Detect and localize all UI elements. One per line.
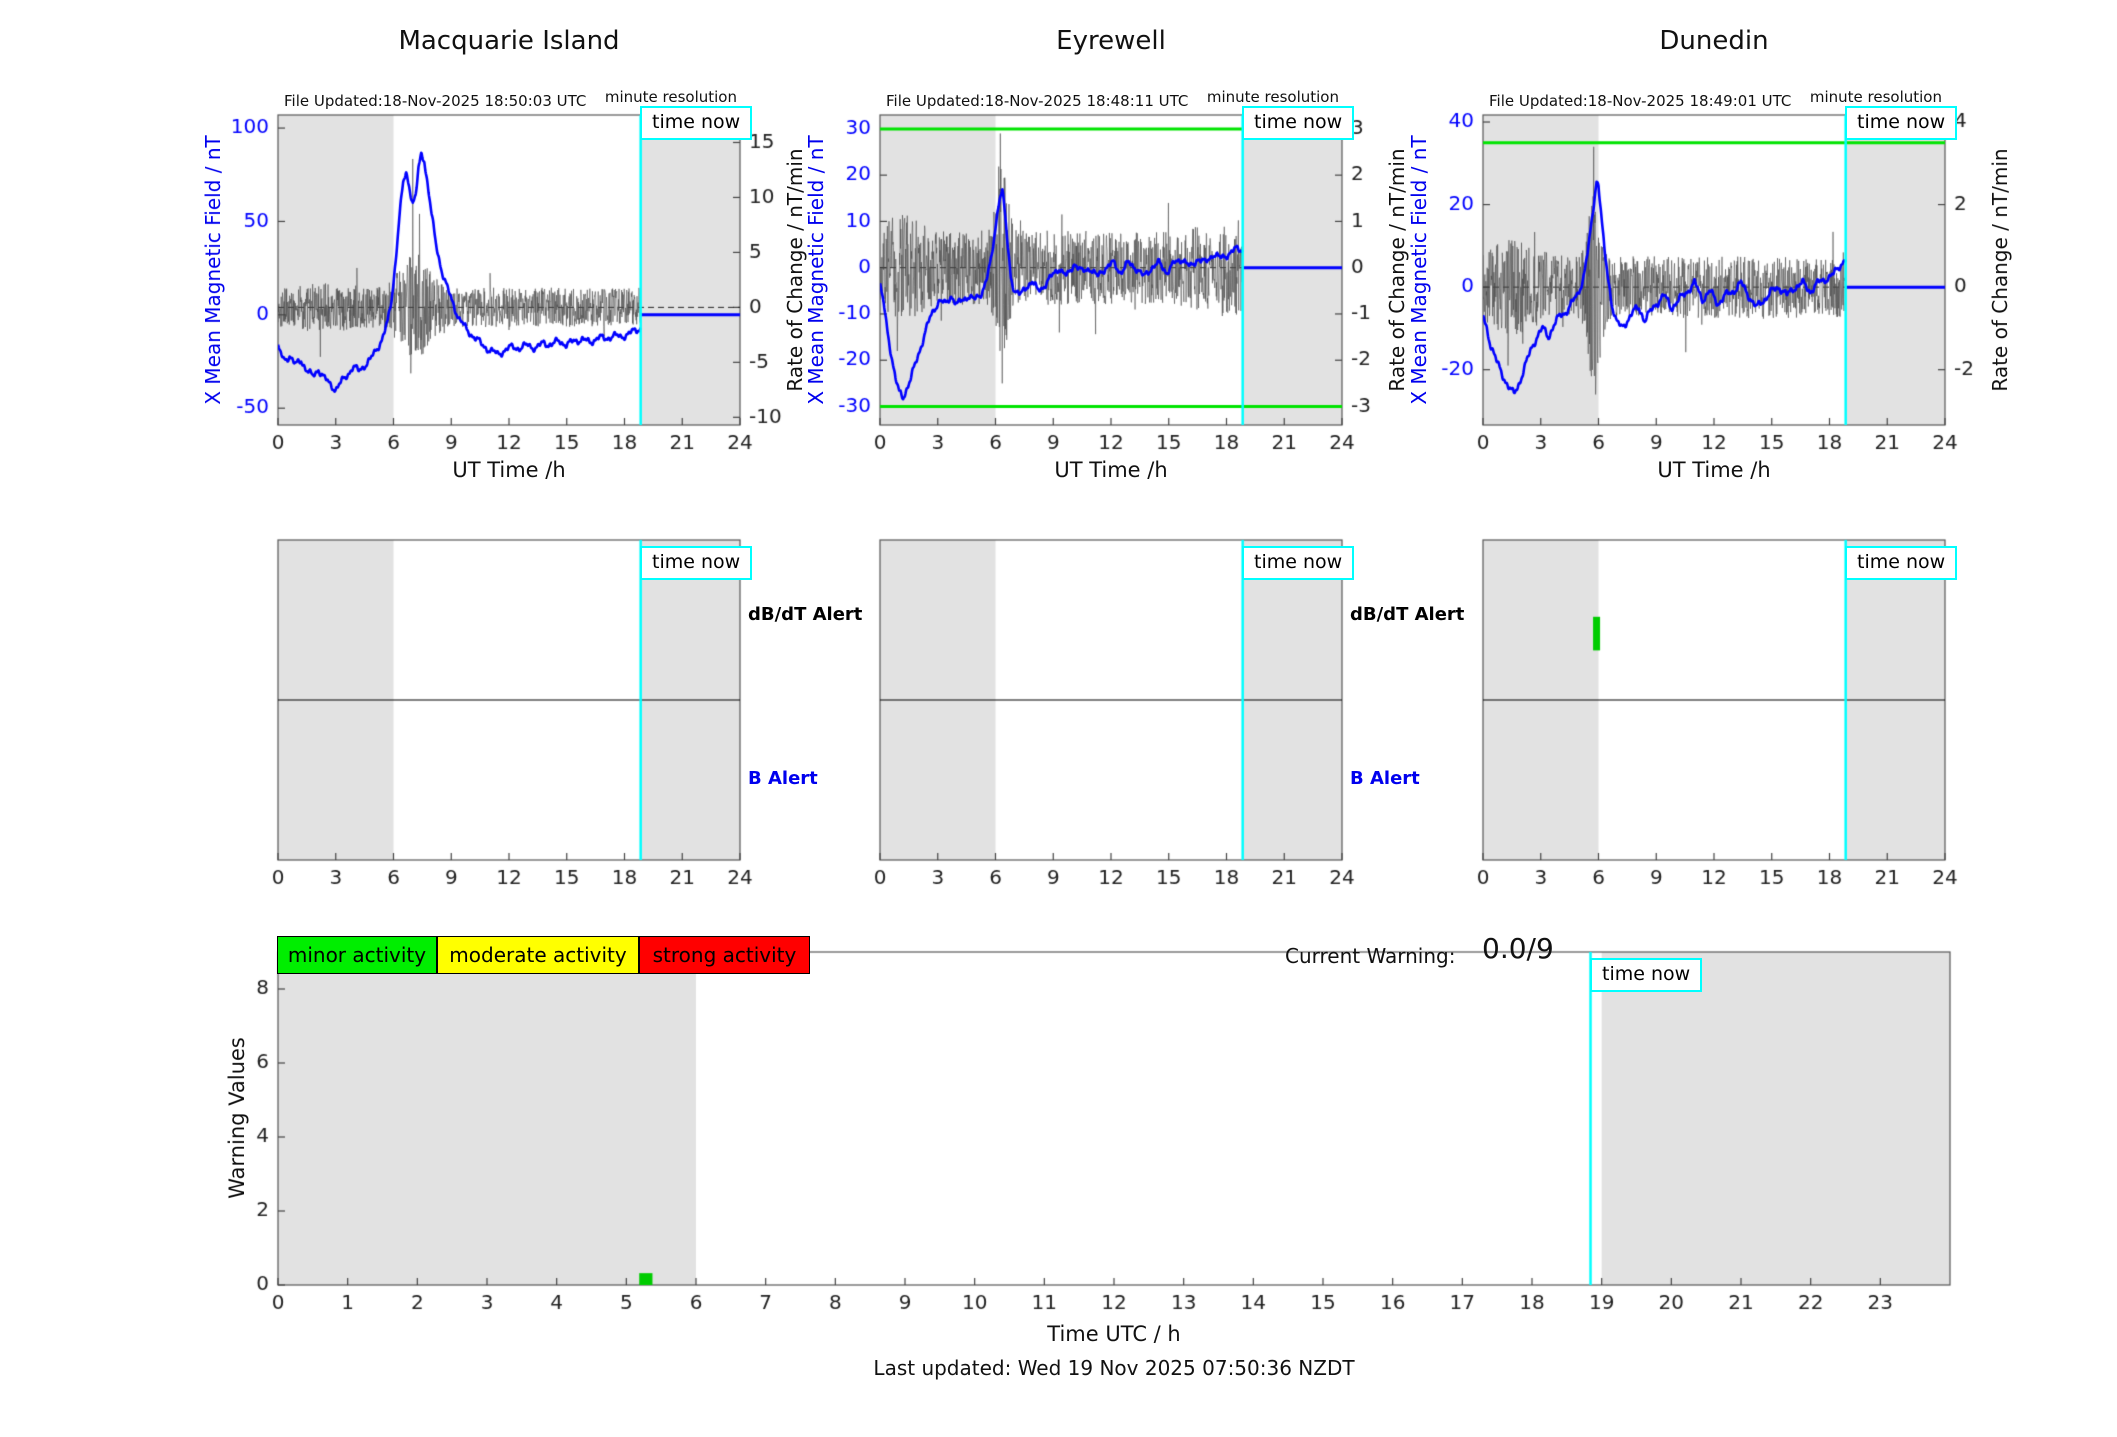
minute-resolution-label: minute resolution xyxy=(1206,88,1339,106)
station-title-macquarie: Macquarie Island xyxy=(398,26,620,56)
minute-resolution-label: minute resolution xyxy=(604,88,737,106)
rate-of-change-axis-label: Rate of Change / nT/min xyxy=(1988,148,2012,392)
time-now-annotation: time now xyxy=(1242,106,1355,140)
current-warning-value: 0.0/9 xyxy=(1482,932,1554,965)
x-mean-field-axis-label: X Mean Magnetic Field / nT xyxy=(804,135,828,405)
x-mean-field-axis-label: X Mean Magnetic Field / nT xyxy=(201,135,225,405)
file-updated-text: File Updated:18-Nov-2025 18:50:03 UTC xyxy=(284,92,587,110)
ut-time-axis-label: UT Time /h xyxy=(1054,458,1168,482)
b-alert-label: B Alert xyxy=(1350,768,1420,789)
ut-time-axis-label: UT Time /h xyxy=(1657,458,1771,482)
dbdt-alert-label: dB/dT Alert xyxy=(1350,604,1465,625)
time-utc-axis-label: Time UTC / h xyxy=(1047,1322,1181,1346)
warning-values-axis-label: Warning Values xyxy=(225,1037,249,1199)
station-title-dunedin: Dunedin xyxy=(1659,26,1769,56)
ut-time-axis-label: UT Time /h xyxy=(452,458,566,482)
rate-of-change-axis-label: Rate of Change / nT/min xyxy=(1385,148,1409,392)
legend-strong: strong activity xyxy=(639,936,810,974)
dbdt-alert-label: dB/dT Alert xyxy=(748,604,863,625)
b-alert-label: B Alert xyxy=(748,768,818,789)
legend-moderate: moderate activity xyxy=(437,936,639,974)
x-mean-field-axis-label: X Mean Magnetic Field / nT xyxy=(1407,135,1431,405)
last-updated-text: Last updated: Wed 19 Nov 2025 07:50:36 N… xyxy=(873,1356,1355,1380)
legend-minor-label: minor activity xyxy=(287,943,427,967)
current-warning-label: Current Warning: xyxy=(1285,944,1456,968)
rate-of-change-axis-label: Rate of Change / nT/min xyxy=(783,148,807,392)
minute-resolution-label: minute resolution xyxy=(1809,88,1942,106)
file-updated-text: File Updated:18-Nov-2025 18:49:01 UTC xyxy=(1489,92,1792,110)
time-now-annotation: time now xyxy=(640,546,753,580)
legend-moderate-label: moderate activity xyxy=(449,943,627,967)
legend-minor: minor activity xyxy=(277,936,437,974)
time-now-annotation: time now xyxy=(1242,546,1355,580)
legend-strong-label: strong activity xyxy=(652,943,797,967)
time-now-annotation: time now xyxy=(1845,546,1958,580)
file-updated-text: File Updated:18-Nov-2025 18:48:11 UTC xyxy=(886,92,1189,110)
time-now-annotation: time now xyxy=(640,106,753,140)
time-now-annotation: time now xyxy=(1845,106,1958,140)
station-title-eyrewell: Eyrewell xyxy=(1056,26,1166,56)
time-now-annotation: time now xyxy=(1590,958,1703,992)
